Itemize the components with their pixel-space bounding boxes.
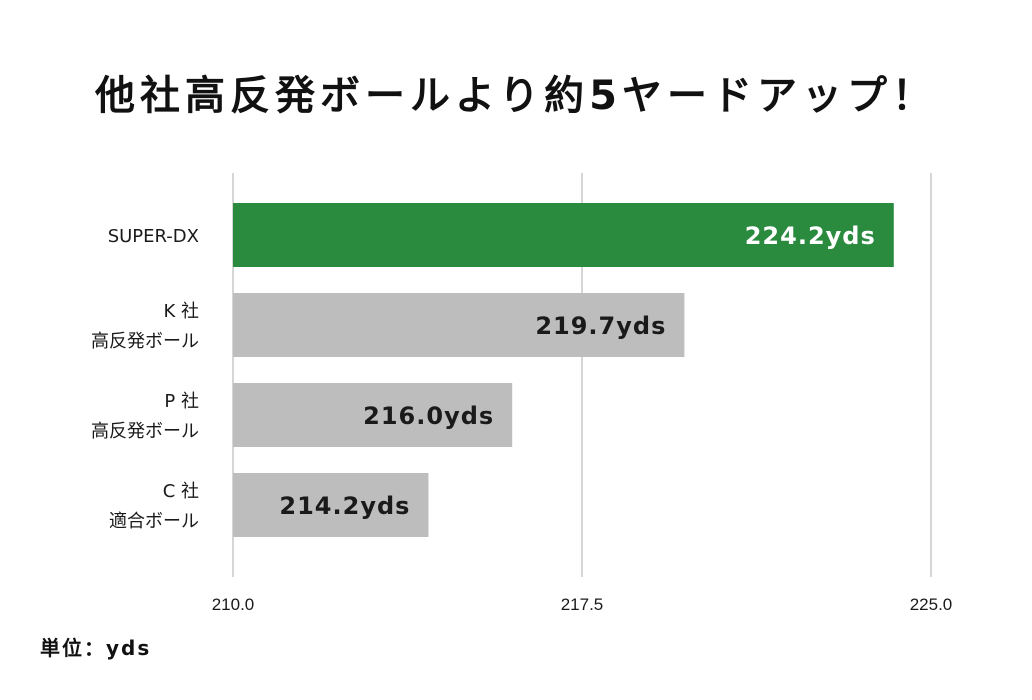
chart-title: 他社高反発ボールより約5ヤードアップ！ <box>94 73 938 119</box>
x-tick-label: 225.0 <box>910 595 953 614</box>
x-tick-label: 210.0 <box>212 595 255 614</box>
category-label: 高反発ボール <box>91 421 199 442</box>
category-label: 適合ボール <box>109 511 199 532</box>
unit-label: 単位：yds <box>40 636 152 660</box>
bar <box>233 293 685 357</box>
bar-highlight <box>233 203 894 267</box>
category-label: P 社 <box>164 391 199 412</box>
bars <box>233 203 894 537</box>
category-label: SUPER-DX <box>108 226 199 247</box>
bar-value-label: 219.7yds <box>535 312 666 340</box>
category-label: C 社 <box>163 481 199 502</box>
x-axis-tick-labels: 210.0 217.5 225.0 <box>212 595 953 614</box>
bar-value-label: 224.2yds <box>745 222 876 250</box>
bar-value-label: 214.2yds <box>279 492 410 520</box>
bar-value-label: 216.0yds <box>363 402 494 430</box>
x-tick-label: 217.5 <box>561 595 604 614</box>
category-label: K 社 <box>163 301 199 322</box>
bar <box>233 473 429 537</box>
category-label: 高反発ボール <box>91 331 199 352</box>
value-labels: 224.2yds 219.7yds 216.0yds 214.2yds <box>279 222 876 520</box>
bar <box>233 383 513 447</box>
